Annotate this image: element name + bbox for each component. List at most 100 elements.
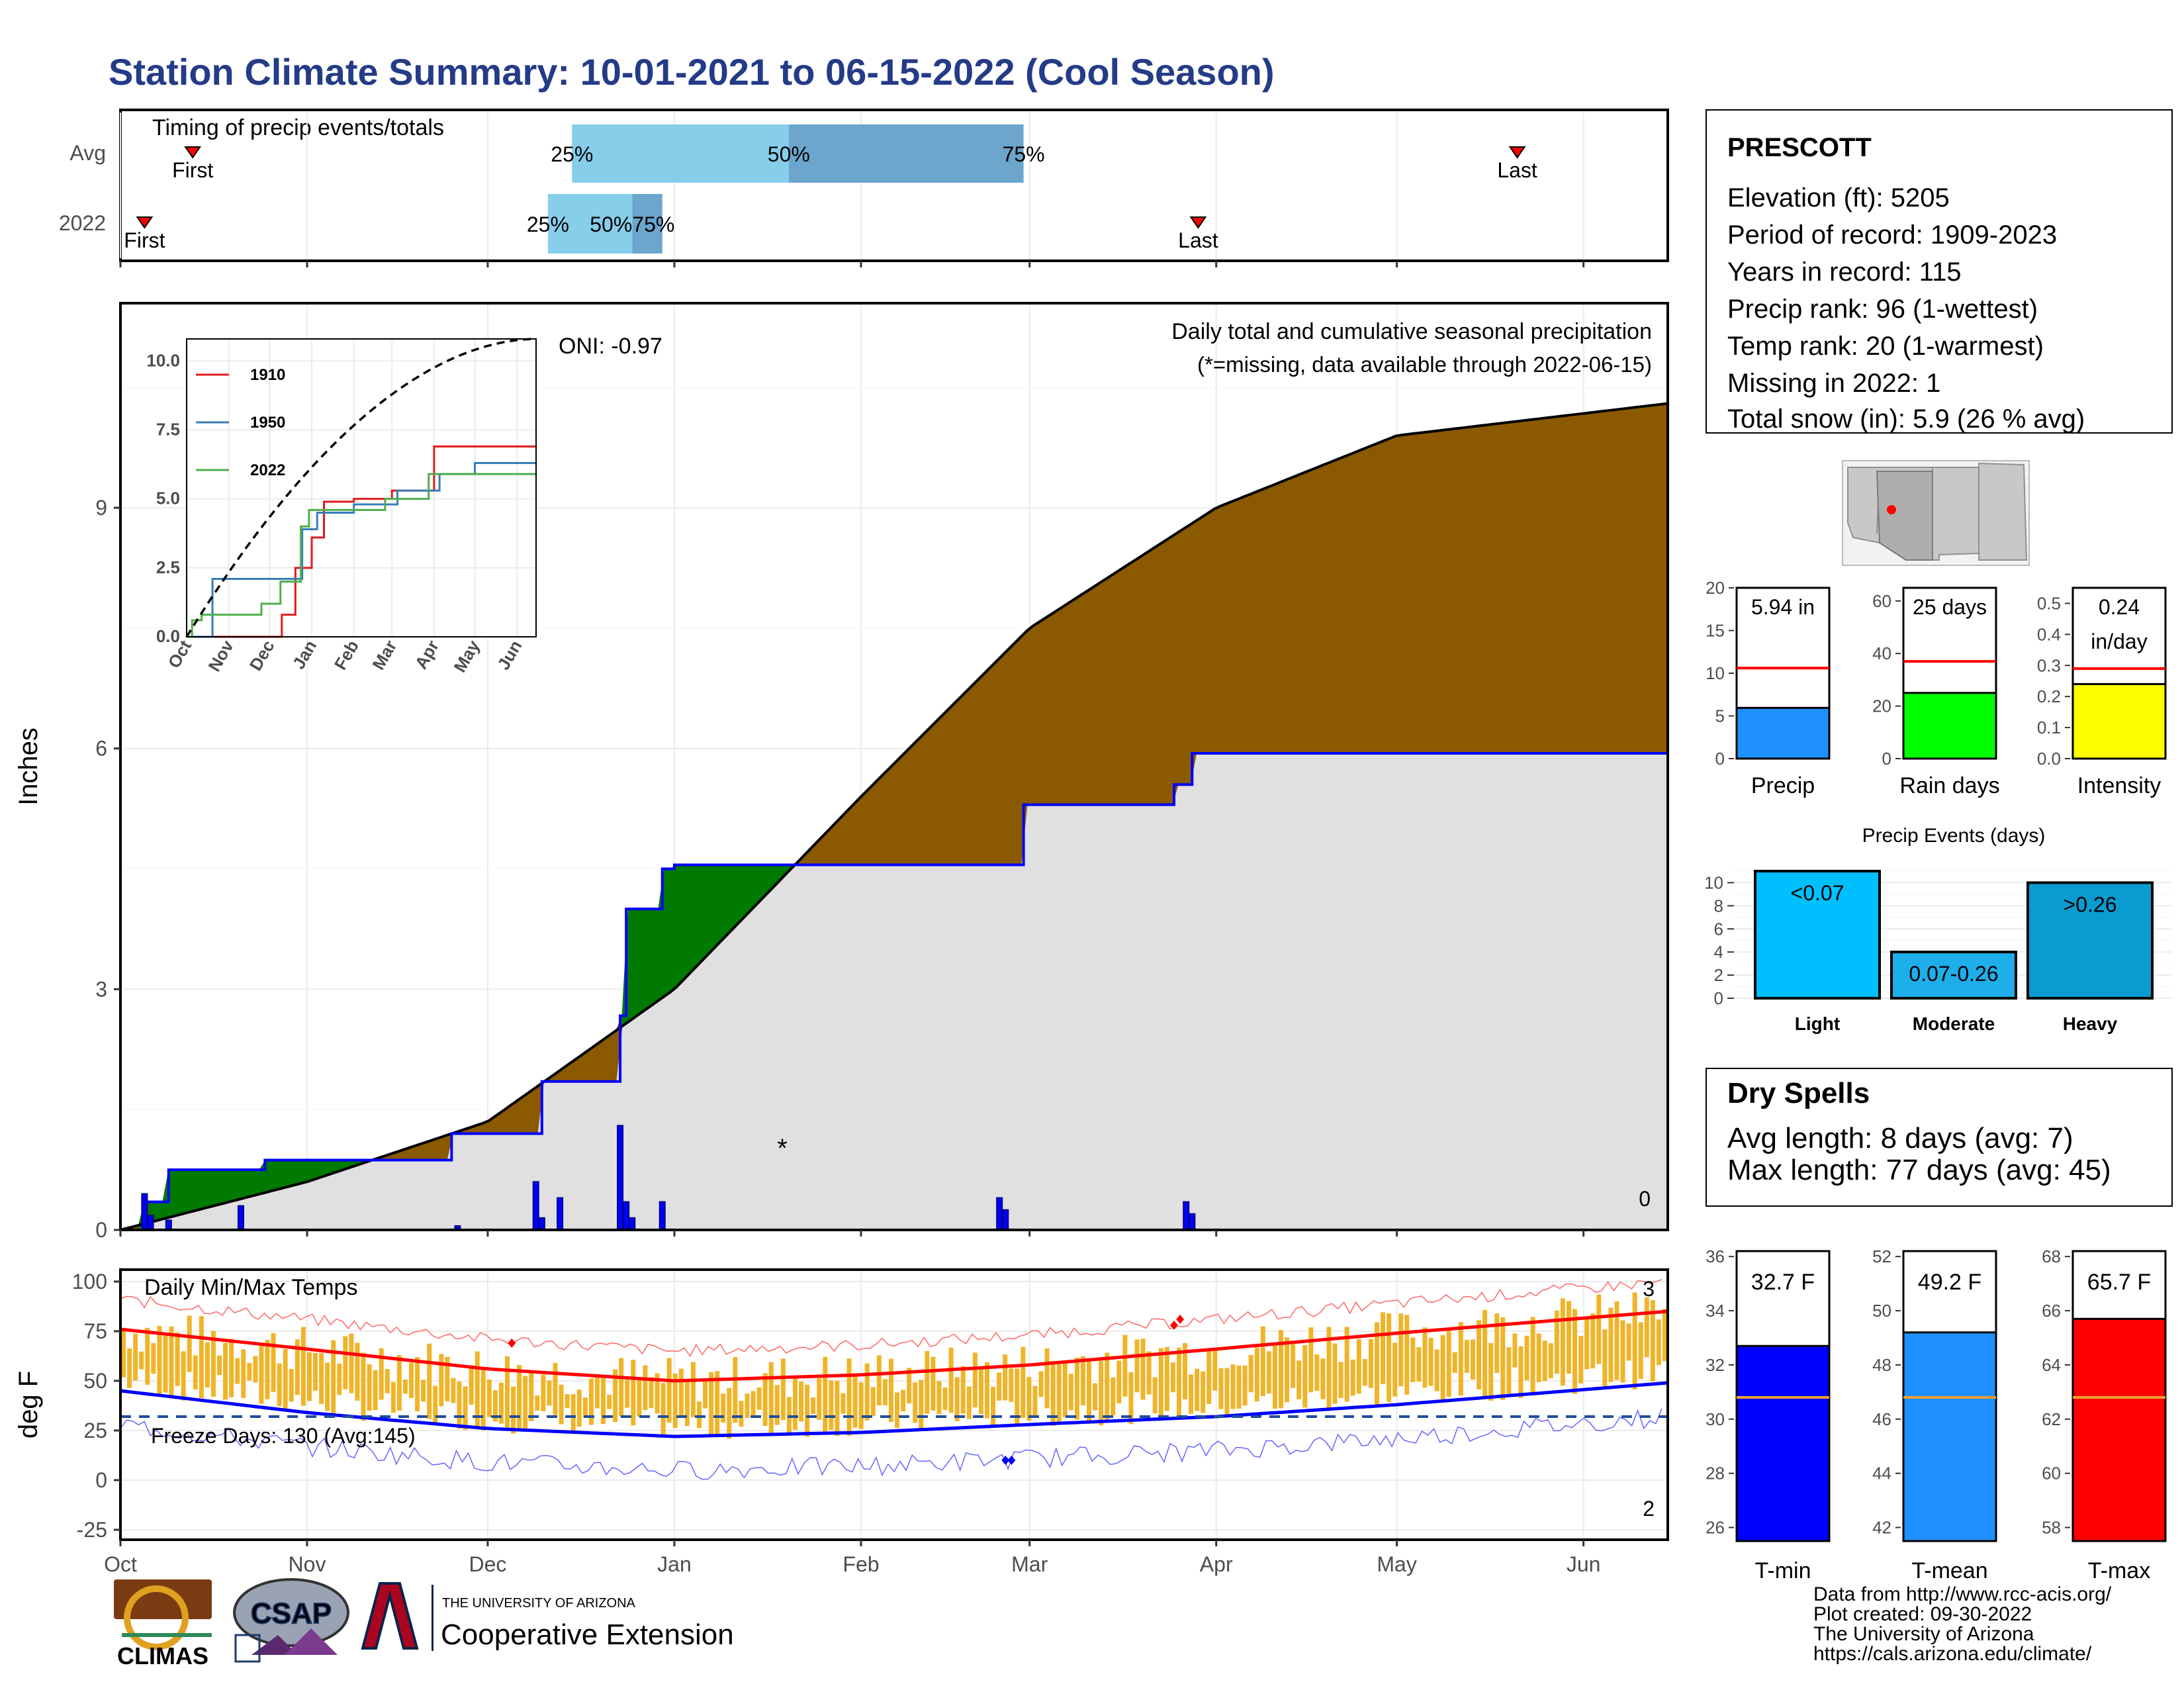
daily-temp-bar <box>576 1389 582 1427</box>
daily-temp-bar <box>498 1382 504 1424</box>
mini-bar-tick-label: 40 <box>1872 643 1891 663</box>
precip-below-avg-area <box>851 799 858 865</box>
precip-below-avg-area <box>1244 493 1251 754</box>
daily-temp-bar <box>823 1356 828 1434</box>
daily-temp-bar <box>223 1342 228 1400</box>
precip-panel: 0 3 6 9 Inches Daily total and cumulative s… <box>14 302 1669 1242</box>
daily-temp-bar <box>1482 1309 1488 1399</box>
inset-ytick-label: 7.5 <box>156 420 180 440</box>
daily-temp-bar <box>1410 1337 1416 1383</box>
events-bar-value-label: >0.26 <box>2064 892 2117 916</box>
daily-temp-bar <box>1314 1354 1320 1391</box>
precip-below-avg-area <box>1141 551 1149 806</box>
precip-below-avg-area <box>1359 447 1366 754</box>
daily-temp-bar <box>1254 1347 1259 1402</box>
daily-temp-bar <box>1291 1344 1296 1388</box>
daily-temp-bar <box>678 1368 684 1416</box>
precip-ytick-label: 3 <box>95 977 107 1001</box>
precip-below-avg-area <box>1304 469 1312 754</box>
daily-precip-bar <box>659 1201 666 1231</box>
temp-bar-tick-label: 52 <box>1872 1246 1891 1266</box>
daily-temp-bar <box>1632 1292 1637 1389</box>
mini-bar-value-unit: in/day <box>2091 630 2147 653</box>
daily-temp-bar <box>942 1387 948 1410</box>
daily-temp-bar <box>541 1374 546 1412</box>
daily-temp-bar <box>1428 1338 1433 1386</box>
precip-below-avg-area <box>1183 524 1191 785</box>
month-label: Nov <box>289 1552 326 1576</box>
daily-temp-bar <box>613 1369 618 1423</box>
precip-above-avg-area <box>247 1169 254 1198</box>
precip-below-avg-area <box>1607 409 1614 754</box>
precip-below-avg-area <box>1432 430 1439 754</box>
timing-panel: Timing of precip events/totals Avg 2022 … <box>59 109 1669 262</box>
daily-temp-bar <box>1105 1352 1110 1423</box>
precip-above-avg-area <box>627 908 635 1023</box>
daily-temp-bar <box>1356 1339 1361 1394</box>
timing-p25-label: 25% <box>527 212 569 236</box>
daily-temp-bar <box>805 1384 810 1437</box>
inset-average-line <box>185 338 537 637</box>
daily-temp-bar <box>187 1315 192 1372</box>
daily-temp-bar <box>535 1395 540 1411</box>
daily-temp-bar <box>991 1386 996 1426</box>
temp-ytick-label: 100 <box>72 1270 107 1293</box>
daily-temp-bar <box>271 1333 276 1392</box>
daily-temp-bar <box>133 1333 138 1381</box>
station-line-years: Years in record: 115 <box>1727 258 1962 287</box>
precip-zero-note: 0 <box>1639 1187 1651 1211</box>
precip-below-avg-area <box>911 738 919 865</box>
precip-below-avg-area <box>876 774 883 865</box>
footer: Data from http://www.rcc-acis.org/ Plot … <box>1813 1583 2112 1665</box>
precip-above-avg-area <box>271 1160 278 1192</box>
daily-temp-bar <box>1362 1359 1367 1386</box>
daily-temp-bar <box>1524 1335 1529 1381</box>
daily-temp-bar <box>1087 1360 1092 1423</box>
daily-temp-bar <box>1416 1347 1422 1382</box>
precip-below-avg-area <box>525 1090 532 1135</box>
daily-temp-bar <box>241 1349 246 1398</box>
precip-above-avg-area <box>180 1169 187 1215</box>
count-low: 2 <box>1643 1497 1655 1521</box>
temp-bar-tick-label: 60 <box>2042 1464 2061 1483</box>
daily-temp-bar <box>1518 1346 1524 1398</box>
daily-temp-bar <box>1650 1300 1655 1382</box>
precip-above-avg-area <box>156 1201 163 1221</box>
daily-temp-bar <box>1218 1368 1224 1409</box>
precip-above-avg-area <box>730 864 738 932</box>
daily-temp-bar <box>1146 1351 1152 1395</box>
daily-temp-bar <box>1638 1322 1643 1380</box>
temps-label: Daily Min/Max Temps <box>144 1275 357 1300</box>
daily-temp-bar <box>553 1362 558 1415</box>
precip-below-avg-area <box>930 720 937 865</box>
precip-below-avg-area <box>1546 416 1553 754</box>
daily-temp-bar <box>1387 1313 1392 1402</box>
daily-temp-bar <box>199 1316 204 1399</box>
daily-temp-bar <box>768 1362 774 1433</box>
precip-above-avg-area <box>670 864 677 993</box>
daily-temp-bar <box>1248 1354 1253 1393</box>
precip-below-avg-area <box>1407 433 1414 754</box>
precip-above-avg-area <box>265 1160 272 1194</box>
daily-temp-bar <box>396 1355 402 1411</box>
daily-temp-bar <box>858 1382 864 1429</box>
precip-below-avg-area <box>954 696 961 865</box>
precip-above-avg-area <box>283 1160 291 1189</box>
precip-below-avg-area <box>1594 410 1602 754</box>
daily-temp-bar <box>1326 1327 1332 1411</box>
precip-below-avg-area <box>604 1034 611 1082</box>
daily-temp-bar <box>1134 1339 1140 1393</box>
daily-temp-bar <box>1128 1372 1134 1425</box>
events-tick-label: 10 <box>1704 872 1723 892</box>
precip-above-avg-area <box>700 864 707 963</box>
station-info: PRESCOTT Elevation (ft): 5205 Period of … <box>1706 109 2173 434</box>
daily-temp-bar <box>870 1387 876 1416</box>
daily-temp-bar <box>277 1363 282 1407</box>
oni-label: ONI: -0.97 <box>559 334 662 359</box>
record-marker <box>1176 1315 1185 1324</box>
precip-below-avg-area <box>1588 411 1596 754</box>
daily-temp-bar <box>163 1334 168 1393</box>
missing-marker: * <box>777 1134 788 1163</box>
temp-ytick-label: 75 <box>83 1319 107 1343</box>
daily-temp-bar <box>151 1342 156 1374</box>
